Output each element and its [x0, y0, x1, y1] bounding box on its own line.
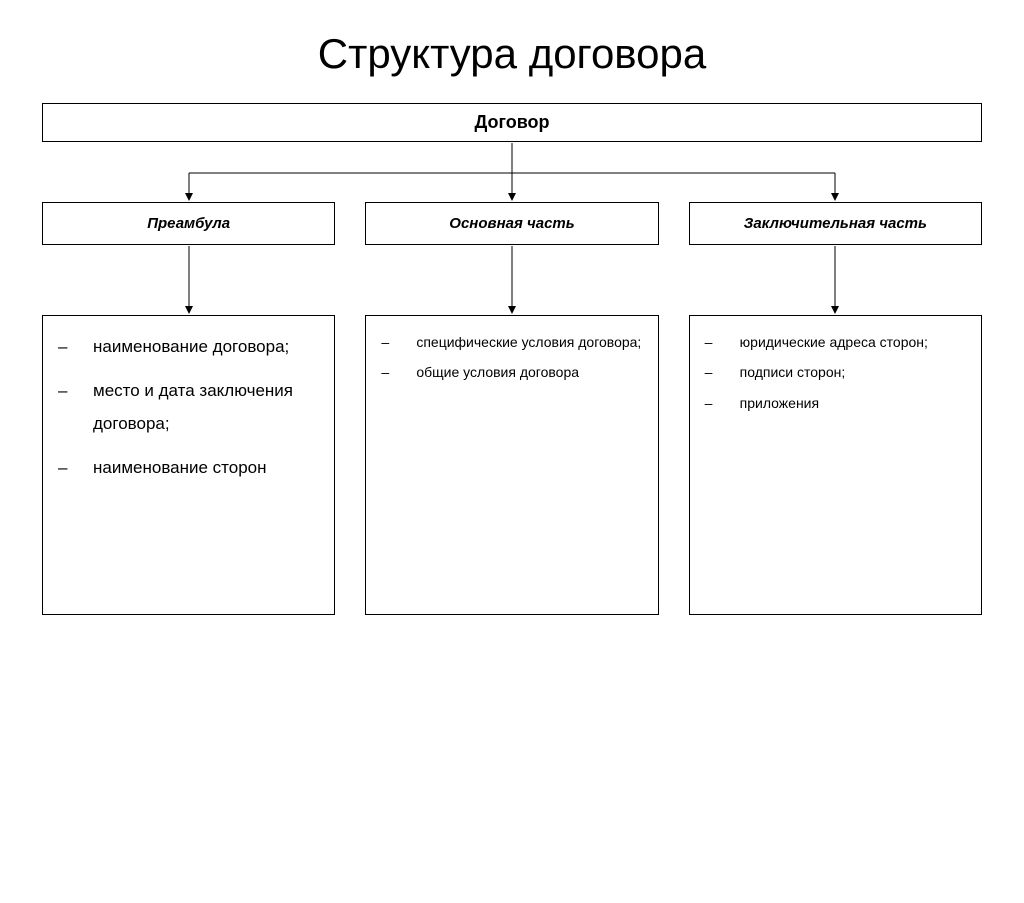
- list-item: приложения: [720, 392, 971, 414]
- branch-node-2: Заключительная часть: [689, 202, 982, 245]
- list-item: специфические условия договора;: [396, 331, 647, 353]
- detail-node-0: наименование договора; место и дата закл…: [42, 315, 335, 615]
- list-item: место и дата заключения договора;: [73, 375, 324, 440]
- page-title: Структура договора: [0, 0, 1024, 103]
- detail-list: специфические условия договора; общие ус…: [396, 331, 647, 384]
- branch-node-0: Преамбула: [42, 202, 335, 245]
- list-item: наименование договора;: [73, 331, 324, 363]
- list-item: общие условия договора: [396, 361, 647, 383]
- root-node: Договор: [42, 103, 982, 142]
- branches-row: Преамбула Основная часть Заключительная …: [42, 202, 982, 245]
- list-item: юридические адреса сторон;: [720, 331, 971, 353]
- branch-node-1: Основная часть: [365, 202, 658, 245]
- branch-label: Основная часть: [449, 215, 574, 232]
- details-row: наименование договора; место и дата закл…: [42, 315, 982, 615]
- diagram-container: Договор Преамбула Основная часть Заключи…: [42, 103, 982, 615]
- list-item: подписи сторон;: [720, 361, 971, 383]
- detail-node-1: специфические условия договора; общие ус…: [365, 315, 658, 615]
- detail-node-2: юридические адреса сторон; подписи сторо…: [689, 315, 982, 615]
- detail-list: наименование договора; место и дата закл…: [73, 331, 324, 484]
- branch-label: Преамбула: [147, 215, 230, 232]
- root-label: Договор: [474, 112, 549, 132]
- list-item: наименование сторон: [73, 452, 324, 484]
- branch-label: Заключительная часть: [744, 215, 927, 232]
- detail-list: юридические адреса сторон; подписи сторо…: [720, 331, 971, 414]
